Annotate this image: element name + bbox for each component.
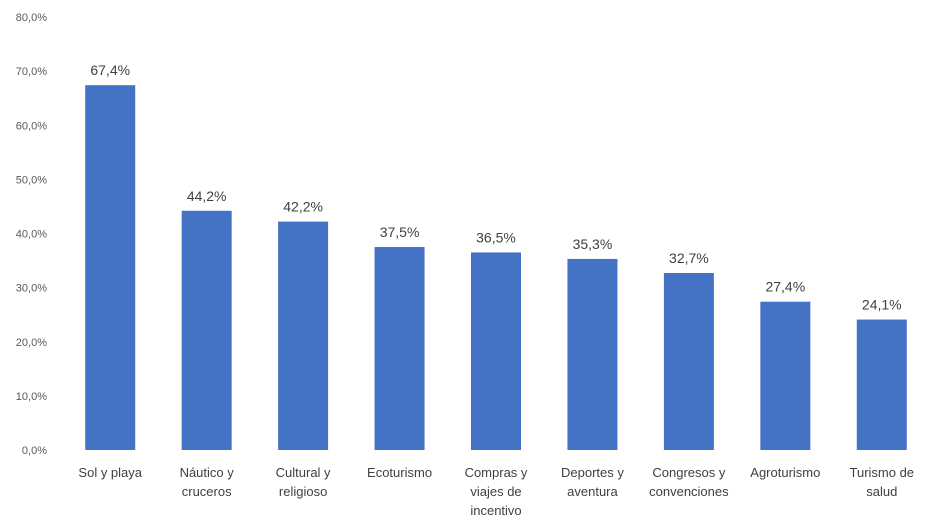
data-label: 37,5% xyxy=(380,224,420,240)
data-label: 32,7% xyxy=(669,250,709,266)
y-tick-label: 60,0% xyxy=(16,120,47,132)
y-axis: 0,0% 10,0% 20,0% 30,0% 40,0% 50,0% 60,0% 70,0% 8… xyxy=(16,12,47,457)
y-tick-label: 10,0% xyxy=(16,391,47,403)
y-tick-label: 70,0% xyxy=(16,66,47,78)
data-label: 27,4% xyxy=(765,279,805,295)
data-label: 67,4% xyxy=(90,62,130,78)
category-label: Congresos y convenciones xyxy=(649,465,729,499)
bars xyxy=(85,85,907,450)
category-label: Deportes y aventura xyxy=(561,465,624,499)
category-label: Náutico y cruceros xyxy=(180,465,235,499)
bar xyxy=(856,319,907,450)
data-label: 24,1% xyxy=(862,297,902,313)
data-label: 36,5% xyxy=(476,229,516,245)
category-label: Agroturismo xyxy=(750,465,820,480)
bar xyxy=(181,210,232,450)
bar xyxy=(760,301,811,450)
category-label: Compras y viajes de incentivo xyxy=(465,465,528,518)
bar xyxy=(278,221,329,450)
category-label: Cultural y religioso xyxy=(276,465,331,499)
bar xyxy=(85,85,136,450)
y-tick-label: 40,0% xyxy=(16,229,47,241)
y-tick-label: 30,0% xyxy=(16,283,47,295)
data-labels: 67,4% 44,2% 42,2% 37,5% 36,5% 35,3% 32,7% 27,4%… xyxy=(90,62,901,312)
bar xyxy=(663,273,714,450)
y-tick-label: 20,0% xyxy=(16,337,47,349)
bar xyxy=(567,258,618,450)
category-label: Ecoturismo xyxy=(367,465,432,480)
y-tick-label: 80,0% xyxy=(16,12,47,24)
data-label: 35,3% xyxy=(573,236,613,252)
data-label: 44,2% xyxy=(187,188,227,204)
category-label: Turismo de salud xyxy=(850,465,915,499)
x-axis: Sol y playa Náutico y cruceros Cultural y re… xyxy=(78,465,914,518)
y-tick-label: 0,0% xyxy=(22,445,47,457)
category-label: Sol y playa xyxy=(78,465,142,480)
bar xyxy=(374,247,425,450)
y-tick-label: 50,0% xyxy=(16,174,47,186)
data-label: 42,2% xyxy=(283,199,323,215)
bar xyxy=(471,252,521,450)
